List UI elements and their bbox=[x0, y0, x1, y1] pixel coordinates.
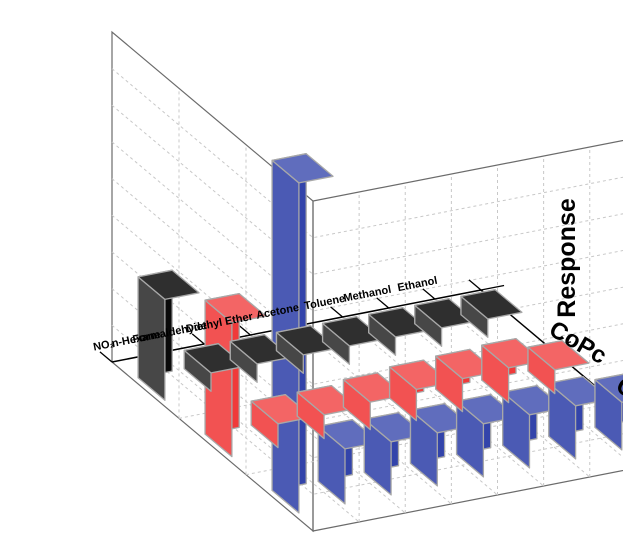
bar-top-face bbox=[204, 292, 267, 324]
category-tick bbox=[99, 351, 113, 363]
bar bbox=[250, 393, 313, 449]
bar-top-face bbox=[527, 339, 590, 371]
category-tick bbox=[191, 333, 205, 345]
bar-top-face bbox=[460, 289, 523, 320]
category-tick bbox=[330, 306, 344, 318]
bar-top-face bbox=[271, 153, 334, 184]
series-axis bbox=[480, 289, 623, 411]
bar bbox=[137, 269, 200, 401]
z-gridline bbox=[111, 68, 623, 239]
bar bbox=[455, 393, 519, 478]
category-label: Ethanol bbox=[397, 275, 439, 294]
bar bbox=[414, 298, 477, 347]
floor-gridline bbox=[296, 325, 498, 496]
bar-top-face bbox=[594, 373, 623, 403]
bar-top-face bbox=[137, 269, 200, 301]
category-tick bbox=[376, 297, 390, 309]
floor-gridline bbox=[342, 316, 544, 487]
floor-gridline bbox=[157, 352, 360, 523]
floor-gridline bbox=[388, 307, 591, 478]
category-label: Toluene bbox=[303, 293, 346, 313]
z-axis-title: Response bbox=[553, 198, 581, 318]
category-tick bbox=[422, 288, 436, 300]
bar bbox=[183, 343, 246, 392]
category-tick bbox=[237, 324, 251, 336]
bar bbox=[594, 373, 623, 451]
bar bbox=[460, 289, 523, 338]
series-tick bbox=[480, 284, 505, 291]
category-label: Methanol bbox=[343, 284, 393, 305]
bar bbox=[321, 316, 385, 365]
bar bbox=[527, 339, 590, 395]
bar bbox=[275, 325, 339, 374]
bar bbox=[368, 307, 431, 356]
category-label: NO₂ bbox=[92, 338, 115, 354]
bars bbox=[137, 153, 623, 514]
back-wall bbox=[312, 139, 623, 532]
category-tick bbox=[468, 279, 482, 291]
floor-gridline bbox=[434, 298, 623, 458]
bar bbox=[435, 348, 498, 413]
